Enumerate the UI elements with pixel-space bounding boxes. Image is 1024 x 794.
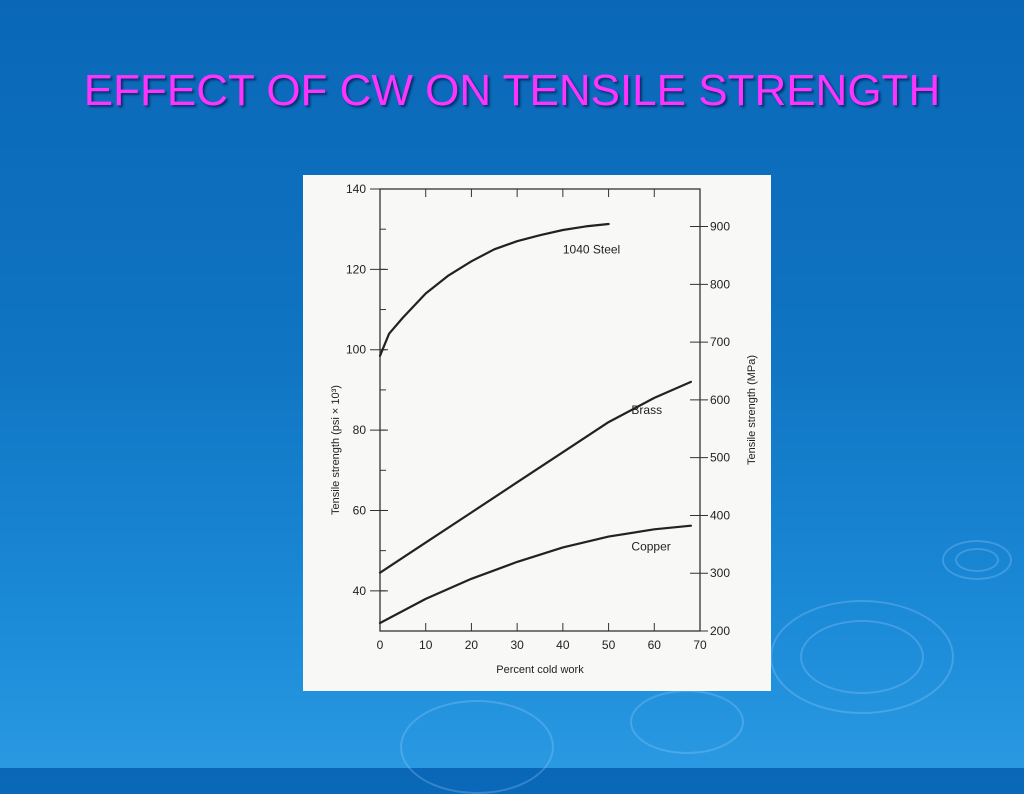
x-tick-label: 50 — [602, 638, 616, 652]
y-axis-label-right: Tensile strength (MPa) — [746, 355, 758, 465]
series-label-1040-steel: 1040 Steel — [563, 242, 620, 256]
chart-axes — [379, 188, 701, 632]
y-axis-label-left: Tensile strength (psi × 10³) — [330, 385, 342, 515]
y-tick-label-right: 500 — [710, 451, 730, 465]
x-tick-label: 20 — [465, 638, 479, 652]
y-tick-label-left: 40 — [353, 584, 367, 598]
y-tick-label-right: 300 — [710, 566, 730, 580]
x-tick-label: 40 — [556, 638, 570, 652]
x-tick-label: 30 — [510, 638, 524, 652]
x-tick-label: 0 — [377, 638, 384, 652]
ripple-decoration — [942, 540, 1012, 580]
y-tick-label-right: 900 — [710, 220, 730, 234]
plot-frame — [379, 188, 701, 632]
series-line-copper — [378, 524, 692, 625]
series-line-brass — [378, 380, 692, 574]
y-tick-label-left: 80 — [353, 423, 367, 437]
y-tick-label-right: 200 — [710, 624, 730, 638]
ripple-decoration — [770, 600, 954, 714]
series-line-1040-steel — [378, 222, 610, 357]
y-tick-label-left: 60 — [353, 503, 367, 517]
chart-ticks: 0 10 20 30 40 50 60 70 40 60 80 100 120 140 200 300 400 5… — [346, 182, 730, 652]
y-tick-label-right: 700 — [710, 335, 730, 349]
ripple-decoration — [800, 620, 924, 694]
y-tick-label-right: 400 — [710, 508, 730, 522]
x-tick-label: 70 — [693, 638, 707, 652]
x-tick-label: 10 — [419, 638, 433, 652]
y-tick-label-left: 100 — [346, 343, 366, 357]
ripple-decoration — [955, 548, 999, 572]
x-axis-label: Percent cold work — [496, 664, 584, 676]
tensile-strength-chart: 0 10 20 30 40 50 60 70 40 60 80 100 120 140 200 300 400 5… — [330, 182, 758, 676]
ripple-decoration — [400, 700, 554, 794]
x-tick-label: 60 — [648, 638, 662, 652]
y-tick-label-left: 140 — [346, 182, 366, 196]
y-tick-label-right: 600 — [710, 393, 730, 407]
series-label-brass: Brass — [631, 403, 662, 417]
slide-title: EFFECT OF CW ON TENSILE STRENGTH — [83, 66, 941, 115]
chart-figure: 0 10 20 30 40 50 60 70 40 60 80 100 120 140 200 300 400 5… — [303, 175, 771, 691]
chart-series: 1040 Steel Brass Copper — [378, 222, 692, 625]
y-tick-label-left: 120 — [346, 262, 366, 276]
y-tick-label-right: 800 — [710, 277, 730, 291]
series-label-copper: Copper — [631, 540, 670, 554]
ripple-decoration — [630, 690, 744, 754]
